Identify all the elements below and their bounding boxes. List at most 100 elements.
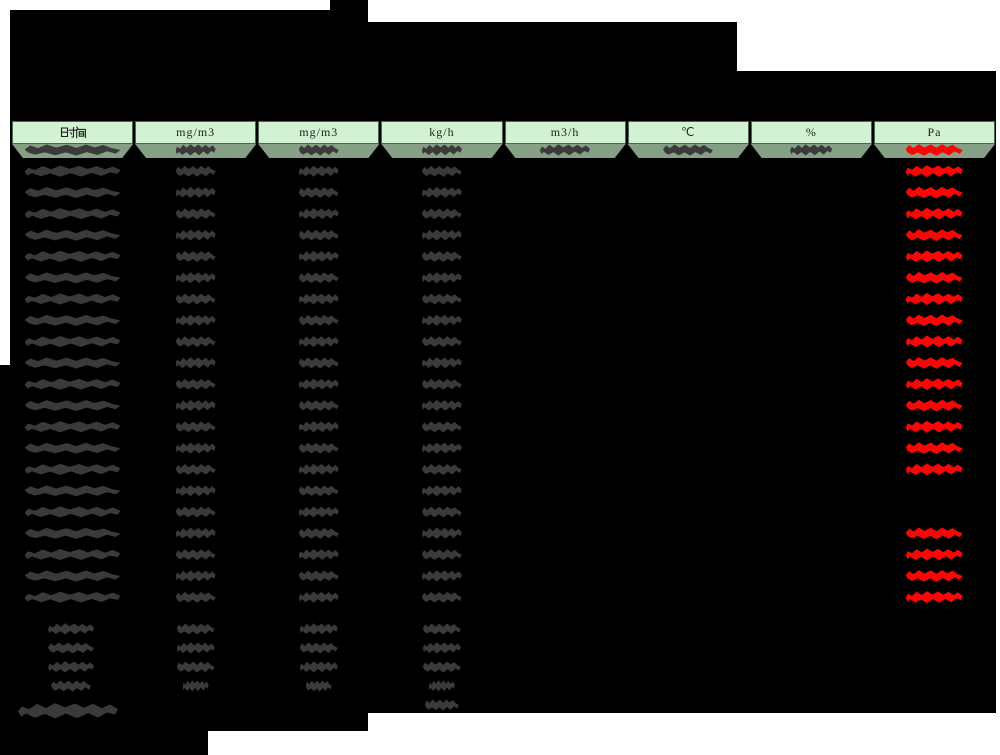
shijian-time-glyph: [60, 126, 86, 139]
redacted-cell-value: [24, 229, 121, 241]
redacted-cell-value-summary: [299, 661, 338, 673]
redacted-cell-value: [24, 570, 121, 582]
column-header-label: ℃: [680, 125, 696, 139]
redacted-cell-value: [421, 549, 462, 561]
redacted-cell-value: [175, 506, 216, 518]
redacted-cell-value: [298, 208, 339, 220]
redacted-cell-value: [298, 314, 339, 326]
column-header-label: mg/m3: [299, 125, 339, 139]
redacted-cell-value: [24, 421, 121, 433]
redacted-cell-value-summary: [299, 623, 338, 635]
redacted-cell-value: [175, 336, 216, 348]
redacted-cell-value-summary: [176, 623, 215, 635]
redacted-cell-value-red: [905, 144, 963, 156]
redacted-cell-value: [539, 144, 590, 156]
redacted-cell-value: [175, 549, 216, 561]
redacted-cell-value: [175, 272, 216, 284]
redacted-cell-value-summary: [305, 680, 332, 692]
redacted-cell-value: [421, 421, 462, 433]
redacted-cell-value: [24, 314, 121, 326]
redacted-cell-value: [298, 548, 339, 561]
redacted-cell-value: [24, 187, 121, 199]
redacted-cell-value: [24, 272, 121, 284]
redacted-cell-value: [298, 485, 339, 497]
column-header-label: m3/h: [550, 125, 580, 139]
redacted-cell-value: [24, 506, 121, 518]
redacted-cell-value: [421, 336, 462, 348]
column-header-label: %: [805, 125, 817, 139]
redacted-cell-value-red: [905, 399, 963, 412]
redacted-cell-value: [24, 378, 121, 390]
redacted-cell-value: [421, 464, 462, 475]
redacted-cell-value: [298, 250, 339, 262]
redacted-cell-value: [24, 335, 121, 348]
column-header-label: Pa: [927, 125, 942, 139]
redacted-cell-value: [298, 272, 339, 284]
redacted-cell-value: [421, 144, 462, 156]
redacted-cell-value: [298, 527, 339, 539]
redacted-cell-value: [421, 165, 462, 177]
redacted-cell-value: [298, 229, 339, 241]
redacted-cell-value: [298, 591, 339, 603]
column-header-3: kg/h: [381, 121, 503, 144]
redacted-cell-value: [421, 229, 462, 241]
redacted-cell-value: [421, 591, 462, 603]
redacted-cell-value: [421, 293, 462, 305]
redacted-cell-value-summary: [182, 680, 209, 692]
redacted-cell-value: [421, 378, 462, 390]
redacted-cell-value: [298, 442, 339, 454]
column-header-4: m3/h: [504, 121, 626, 144]
redacted-cell-value-footer: [424, 699, 459, 711]
column-header-1: mg/m3: [135, 121, 257, 144]
redacted-cell-value-summary: [176, 642, 215, 654]
column-header-2: mg/m3: [258, 121, 380, 144]
redacted-cell-value: [24, 548, 121, 561]
redacted-cell-value: [175, 165, 216, 177]
redacted-cell-value: [175, 378, 216, 390]
column-header-7: Pa: [873, 121, 995, 144]
redacted-cell-value: [421, 314, 462, 326]
redacted-cell-value: [421, 570, 462, 582]
redacted-cell-value: [298, 421, 339, 433]
redacted-cell-value: [24, 208, 121, 220]
column-header-0: [12, 121, 134, 144]
redacted-cell-value: [24, 250, 121, 262]
redacted-cell-value-summary: [422, 623, 461, 635]
redacted-cell-value: [298, 506, 339, 518]
redacted-cell-value: [175, 229, 216, 241]
redacted-cell-value: [24, 357, 121, 369]
redacted-cell-value-summary: [48, 642, 94, 654]
redacted-cell-value: [298, 357, 339, 369]
redacted-cell-value: [24, 165, 121, 177]
redacted-cell-value-summary: [51, 680, 91, 692]
redacted-cell-value-summary: [422, 642, 461, 654]
redacted-cell-value: [24, 463, 121, 475]
redacted-cell-value-summary: [422, 661, 461, 673]
redacted-cell-value: [421, 251, 462, 262]
redacted-cell-value-summary: [428, 680, 455, 692]
redacted-cell-value: [790, 144, 833, 156]
redacted-cell-value: [421, 272, 462, 284]
redacted-cell-value-red: [905, 186, 963, 199]
redacted-cell-value: [175, 570, 216, 582]
redacted-cell-value: [24, 400, 121, 412]
redacted-cell-value: [175, 485, 216, 497]
redacted-cell-value: [175, 186, 216, 199]
redacted-cell-value-red: [905, 570, 963, 582]
redacted-cell-value: [24, 442, 121, 454]
redacted-cell-value-red: [905, 442, 963, 455]
redacted-cell-value: [175, 251, 216, 262]
header-shadow-band-row: [12, 144, 995, 158]
redacted-cell-value-summary: [48, 623, 94, 635]
redacted-cell-value-red: [905, 357, 963, 369]
redacted-cell-value: [298, 570, 339, 582]
redacted-cell-value: [175, 591, 216, 603]
redacted-cell-value-summary: [176, 661, 215, 673]
redacted-cell-value: [24, 293, 121, 305]
redacted-cell-value-red: [905, 229, 963, 242]
redacted-cell-value: [298, 335, 339, 348]
column-header-6: %: [750, 121, 872, 144]
redacted-cell-value: [175, 442, 216, 454]
